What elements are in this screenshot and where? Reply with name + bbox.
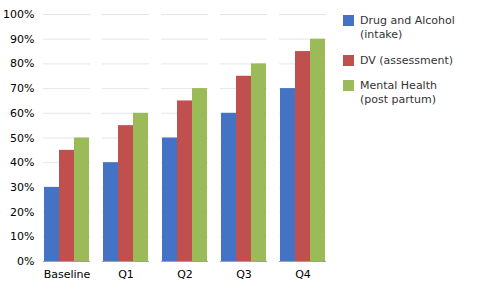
html-text:Mental Health (post partum): Mental Health (post partum) xyxy=(360,79,437,106)
svg-text:Q4: Q4 xyxy=(295,268,311,281)
svg-text:40%: 40% xyxy=(10,156,34,169)
html-text:DV (assessment): DV (assessment) xyxy=(360,53,454,67)
svg-text:100%: 100% xyxy=(3,8,34,21)
svg-text:70%: 70% xyxy=(10,82,34,95)
svg-text:Baseline: Baseline xyxy=(44,268,91,281)
svg-text:80%: 80% xyxy=(10,57,34,70)
svg-text:10%: 10% xyxy=(10,230,34,243)
svg-text:50%: 50% xyxy=(10,132,34,145)
svg-text:60%: 60% xyxy=(10,107,34,120)
svg-text:0%: 0% xyxy=(17,255,34,268)
svg-text:20%: 20% xyxy=(10,206,34,219)
svg-text:30%: 30% xyxy=(10,181,34,194)
svg-text:Q3: Q3 xyxy=(236,268,252,281)
svg-text:Q1: Q1 xyxy=(118,268,134,281)
html-text:Drug and Alcohol (intake): Drug and Alcohol (intake) xyxy=(360,14,455,41)
svg-text:Q2: Q2 xyxy=(177,268,193,281)
svg-text:90%: 90% xyxy=(10,33,34,46)
